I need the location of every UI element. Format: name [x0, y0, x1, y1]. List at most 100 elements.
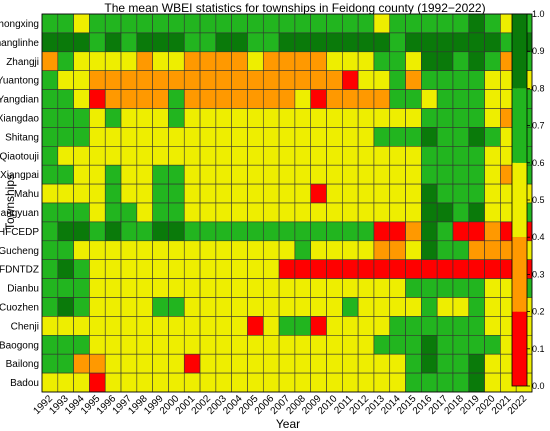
heatmap-cell: [326, 127, 343, 147]
heatmap-cell: [310, 278, 327, 298]
heatmap-cell: [73, 146, 90, 166]
heatmap-cell: [120, 240, 138, 261]
heatmap-cell: [278, 353, 296, 374]
heatmap-cell: [136, 240, 153, 261]
heatmap-cell: [168, 316, 185, 336]
heatmap-cell: [183, 202, 201, 223]
heatmap-cell: [342, 221, 359, 242]
heatmap-cell: [310, 297, 327, 317]
heatmap-cell: [120, 334, 138, 355]
x-tick-labels: 1992199319941995199619971998199920002001…: [32, 393, 530, 417]
heatmap-cell: [278, 372, 296, 393]
heatmap-cell: [199, 32, 217, 53]
heatmap-cell: [389, 183, 406, 204]
heatmap-cell: [104, 221, 122, 242]
heatmap-cell: [215, 316, 232, 336]
heatmap-cell: [357, 240, 375, 261]
heatmap-cell: [41, 372, 59, 393]
colorbar-tick-label: 0.8: [532, 83, 545, 93]
heatmap-cell: [57, 146, 74, 166]
heatmap-cell: [57, 32, 74, 53]
heatmap-cell: [484, 259, 501, 279]
heatmap-cell: [389, 334, 406, 355]
heatmap-cell: [73, 353, 90, 374]
heatmap-cell: [405, 89, 422, 109]
heatmap-cell: [342, 146, 359, 166]
heatmap-cell: [136, 164, 153, 185]
heatmap-cell: [104, 89, 122, 109]
heatmap-cell: [89, 146, 106, 166]
y-tick-label: Liangyuan: [0, 208, 39, 219]
y-tick-label: HFCEDP: [0, 227, 39, 238]
heatmap-cell: [468, 221, 485, 242]
heatmap-cell: [436, 278, 454, 298]
heatmap-cell: [73, 89, 90, 109]
heatmap-cell: [168, 89, 185, 109]
heatmap-cell: [452, 353, 470, 374]
heatmap-cell: [310, 372, 327, 393]
y-tick-label: Changlinhe: [0, 38, 39, 49]
heatmap-cell: [389, 259, 406, 279]
heatmap-cell: [262, 240, 280, 261]
heatmap-cell: [436, 202, 454, 223]
heatmap-cell: [278, 278, 296, 298]
heatmap-cell: [373, 146, 391, 166]
heatmap-cell: [247, 51, 264, 71]
heatmap-cell: [152, 13, 169, 34]
heatmap-cell: [231, 259, 248, 279]
heatmap-cell: [89, 13, 106, 34]
heatmap-cell: [168, 240, 185, 261]
heatmap-cell: [452, 108, 470, 128]
heatmap-cell: [373, 13, 391, 34]
heatmap-cell: [89, 70, 106, 90]
heatmap-cell: [262, 164, 280, 185]
colorbar-segment: [512, 162, 527, 238]
heatmap-cell: [41, 278, 59, 298]
heatmap-cell: [294, 32, 312, 53]
heatmap-cell: [484, 221, 501, 242]
heatmap-cell: [104, 108, 122, 128]
heatmap-cell: [73, 297, 90, 317]
heatmap-cell: [310, 334, 327, 355]
heatmap-cell: [357, 13, 375, 34]
heatmap-cell: [262, 202, 280, 223]
heatmap-cell: [278, 259, 296, 279]
heatmap-cell: [310, 32, 327, 53]
heatmap-cell: [183, 259, 201, 279]
heatmap-cell: [199, 183, 217, 204]
heatmap-cell: [326, 146, 343, 166]
heatmap-cell: [262, 372, 280, 393]
heatmap-cell: [342, 164, 359, 185]
heatmap-cell: [326, 164, 343, 185]
heatmap-cell: [120, 259, 138, 279]
heatmap-cell: [357, 70, 375, 90]
colorbar-tick-label: 0.3: [532, 269, 545, 279]
colorbar-segment: [512, 88, 527, 163]
heatmap-cell: [310, 127, 327, 147]
heatmap-cell: [405, 334, 422, 355]
y-tick-label: Gucheng: [0, 246, 39, 257]
heatmap-cell: [104, 164, 122, 185]
heatmap-cell: [278, 146, 296, 166]
heatmap-cell: [436, 372, 454, 393]
heatmap-cell: [215, 240, 232, 261]
heatmap-cell: [294, 240, 312, 261]
heatmap-cell: [326, 316, 343, 336]
heatmap-cell: [247, 259, 264, 279]
heatmap-cell: [104, 202, 122, 223]
heatmap-cell: [294, 297, 312, 317]
heatmap-cell: [57, 89, 74, 109]
heatmap-cell: [57, 183, 74, 204]
heatmap-cell: [468, 70, 485, 90]
heatmap-cell: [373, 89, 391, 109]
heatmap-cell: [373, 353, 391, 374]
heatmap-cell: [326, 372, 343, 393]
heatmap-cell: [136, 316, 153, 336]
heatmap-cell: [262, 13, 280, 34]
heatmap-cell: [389, 146, 406, 166]
heatmap-cell: [183, 51, 201, 71]
heatmap-cell: [231, 51, 248, 71]
heatmap-cell: [215, 183, 232, 204]
heatmap-cell: [452, 146, 470, 166]
heatmap-cell: [357, 278, 375, 298]
